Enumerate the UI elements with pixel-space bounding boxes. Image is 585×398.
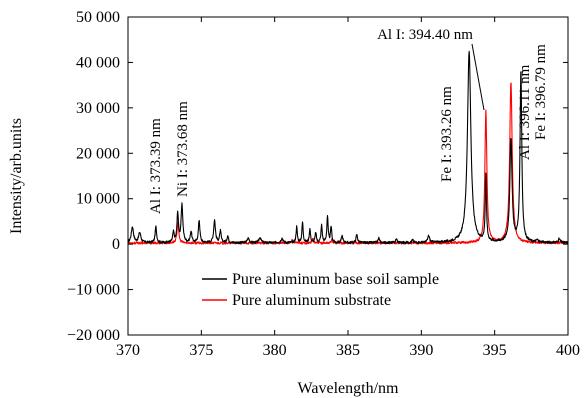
peak-annotation: Al I: 373.39 nm <box>148 118 164 214</box>
y-tick-label: 10 000 <box>76 191 120 208</box>
y-axis-title: Intensity/arb.units <box>8 118 25 234</box>
legend-label-substrate: Pure aluminum substrate <box>232 292 391 309</box>
x-tick-label: 380 <box>263 342 287 359</box>
y-tick-label: 30 000 <box>76 100 120 117</box>
peak-annotation: Al I: 396.11 nm <box>517 64 533 160</box>
series-line-0 <box>127 50 569 245</box>
x-tick-labels: 370 375 380 385 390 395 400 <box>116 342 580 359</box>
y-tick-label: 0 <box>112 236 120 253</box>
x-tick-label: 390 <box>409 342 433 359</box>
y-tick-label: 50 000 <box>76 9 120 26</box>
legend-label-soil-sample: Pure aluminum base soil sample <box>232 271 439 288</box>
y-tick-label: 40 000 <box>76 54 120 71</box>
peak-annotation: Fe I: 393.26 nm <box>439 86 455 182</box>
plot-lines <box>127 50 569 245</box>
x-tick-label: 400 <box>556 342 580 359</box>
y-tick-label: −20 000 <box>67 327 120 344</box>
annotation-leader-line <box>471 43 485 111</box>
peak-annotation: Al I: 394.40 nm <box>377 27 473 43</box>
y-tick-label: 20 000 <box>76 145 120 162</box>
x-tick-label: 395 <box>483 342 507 359</box>
peak-annotation: Fe I: 396.79 nm <box>533 44 549 140</box>
peak-annotation: Ni I: 373.68 nm <box>175 101 191 197</box>
series-line-1 <box>127 82 569 245</box>
x-axis-title: Wavelength/nm <box>298 380 399 397</box>
annotations: Al I: 373.39 nm Ni I: 373.68 nm Fe I: 393.… <box>148 27 549 214</box>
y-tick-label: −10 000 <box>67 282 120 299</box>
x-tick-label: 370 <box>116 342 140 359</box>
axis-ticks <box>127 16 569 336</box>
x-tick-label: 385 <box>336 342 360 359</box>
legend: Pure aluminum base soil sample Pure alum… <box>202 271 439 309</box>
x-tick-label: 375 <box>189 342 213 359</box>
y-tick-labels: −20 000 −10 000 0 10 000 20 000 30 000 40 000 5… <box>67 9 120 344</box>
